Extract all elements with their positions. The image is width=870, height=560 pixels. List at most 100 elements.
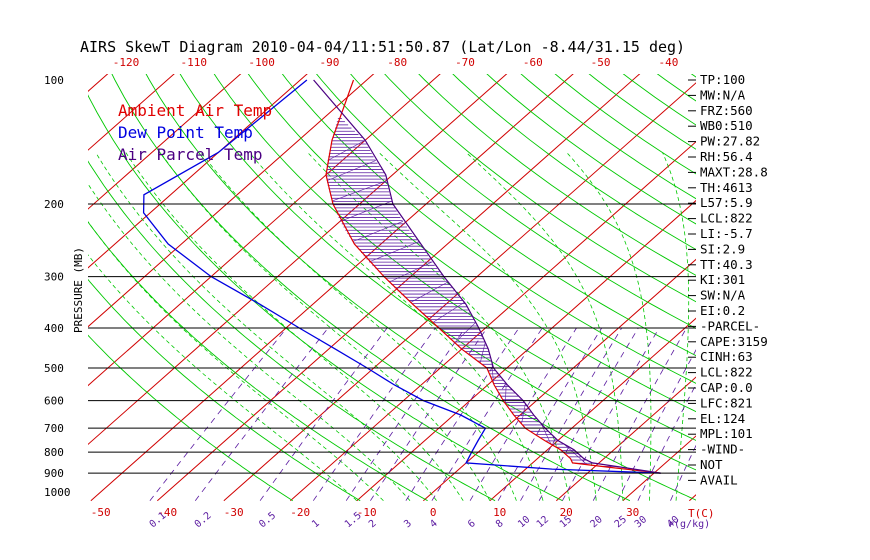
- chart-title: AIRS SkewT Diagram 2010-04-04/11:51:50.8…: [80, 38, 685, 56]
- stat-item: AVAIL: [700, 472, 738, 487]
- isotherm-line: [290, 141, 696, 502]
- moist-adiabat-line: [248, 152, 544, 501]
- dry-adiabat-line: [740, 61, 870, 501]
- temp-tick-top: -110: [181, 56, 208, 69]
- stat-item: EL:124: [700, 411, 745, 426]
- series-line-ambient-air-temp: [325, 79, 661, 474]
- pressure-tick-label: 1000: [44, 486, 71, 499]
- dry-adiabat-line: [111, 74, 631, 502]
- stat-item: LFC:821: [700, 395, 753, 410]
- isotherm-line: [88, 74, 308, 269]
- cape-hatch-diagonal: [521, 403, 526, 425]
- temp-tick-top: -50: [591, 56, 611, 69]
- temp-tick-bottom: -10: [357, 506, 377, 519]
- stat-item: LCL:822: [700, 365, 753, 380]
- pressure-tick-label: 800: [44, 446, 64, 459]
- stat-item: -WIND-: [700, 442, 745, 457]
- stat-item: NOT: [700, 457, 723, 472]
- mixing-ratio-line: [520, 327, 623, 501]
- isotherm-line: [223, 82, 696, 502]
- mixing-ratio-line: [194, 327, 329, 501]
- dry-adiabat-line: [88, 278, 361, 502]
- pressure-tick-label: 400: [44, 322, 64, 335]
- dry-adiabat-line: [88, 160, 496, 502]
- temp-tick-bottom: -20: [290, 506, 310, 519]
- legend-ambient-air-temp: Ambient Air Temp: [118, 101, 272, 120]
- stat-item: MW:N/A: [700, 87, 746, 102]
- temp-tick-bottom: 0: [430, 506, 437, 519]
- dry-adiabat-line: [774, 61, 870, 501]
- isotherm-line: [556, 376, 696, 502]
- stat-item: RH:56.4: [700, 149, 753, 164]
- stat-item: TP:100: [700, 72, 745, 87]
- dry-adiabat-line: [384, 74, 696, 303]
- stat-item: MAXT:28.8: [700, 164, 768, 179]
- dry-adiabat-line: [807, 61, 870, 501]
- temp-tick-top: -40: [658, 56, 678, 69]
- dry-adiabat-line: [350, 74, 696, 329]
- stat-item: MPL:101: [700, 426, 753, 441]
- stat-item: KI:301: [700, 272, 745, 287]
- cape-hatch-diagonal: [352, 221, 404, 242]
- series-line-air-parcel-temp: [313, 79, 661, 474]
- mixing-ratio-label: 8: [494, 518, 506, 530]
- cape-hatch-diagonal: [331, 180, 387, 202]
- temp-tick-bottom: -30: [224, 506, 244, 519]
- mixing-ratio-line: [562, 327, 660, 501]
- temp-tick-top: -120: [113, 56, 140, 69]
- mixing-ratio-line: [370, 327, 488, 501]
- stat-item: WB0:510: [700, 118, 753, 133]
- stat-item: PW:27.82: [700, 134, 760, 149]
- mixing-ratio-line: [431, 327, 543, 501]
- stat-item: TH:4613: [700, 180, 753, 195]
- cape-hatch-diagonal: [454, 322, 476, 344]
- isotherm-line: [756, 61, 870, 501]
- pressure-tick-label: 500: [44, 362, 64, 375]
- stat-item: SI:2.9: [700, 241, 745, 256]
- temp-tick-bottom: -40: [157, 506, 177, 519]
- mixing-ratio-line: [497, 327, 603, 501]
- cape-hatch-diagonal: [491, 363, 494, 384]
- isotherm-line: [423, 258, 696, 502]
- temp-tick-top: -80: [387, 56, 407, 69]
- mixing-ratio-line: [259, 327, 388, 501]
- legend: Ambient Air Temp Dew Point Temp Air Parc…: [118, 101, 272, 164]
- mixing-ratio-unit-label: r(g/kg): [668, 519, 710, 530]
- mixing-ratio-line: [149, 327, 287, 501]
- mixing-ratio-line: [312, 327, 436, 501]
- x-axis-unit-label: T(C): [688, 507, 715, 520]
- isotherm-line: [90, 74, 574, 502]
- mixing-ratio-line: [405, 327, 520, 501]
- mixing-ratio-line: [538, 327, 639, 501]
- sounding-stats-panel: TP:100MW:N/AFRZ:560WB0:510PW:27.82RH:56.…: [688, 72, 768, 487]
- moist-adiabat-line: [466, 152, 624, 501]
- mixing-ratio-label: 20: [588, 514, 604, 530]
- mixing-ratio-line: [592, 327, 687, 501]
- mixing-ratio-label: 12: [535, 514, 551, 530]
- isotherm-line: [822, 61, 870, 501]
- temp-tick-top: -60: [523, 56, 543, 69]
- pressure-tick-label: 900: [44, 467, 64, 480]
- temp-tick-top: -90: [319, 56, 339, 69]
- stat-item: -PARCEL-: [700, 318, 760, 333]
- legend-air-parcel-temp: Air Parcel Temp: [118, 145, 263, 164]
- dry-adiabat-line: [840, 61, 870, 501]
- dry-adiabat-line: [88, 334, 293, 502]
- stat-item: CINH:63: [700, 349, 753, 364]
- mixing-ratio-label: 10: [516, 514, 532, 530]
- moist-adiabat-line: [662, 152, 690, 501]
- stat-item: L57:5.9: [700, 195, 753, 210]
- dry-adiabat-line: [281, 74, 696, 384]
- isotherm-line: [356, 199, 696, 502]
- pressure-tick-label: 700: [44, 422, 64, 435]
- mixing-ratio-label: 1: [310, 518, 322, 530]
- cape-hatch-diagonal: [410, 281, 448, 303]
- mixing-ratio-label: 2: [367, 518, 379, 530]
- cape-hatch-diagonal: [564, 444, 588, 465]
- isotherm-line: [489, 317, 696, 502]
- dry-adiabat-line: [452, 74, 696, 251]
- pressure-tick-label: 100: [44, 74, 64, 87]
- dry-adiabat-line: [418, 74, 696, 276]
- stat-item: LI:-5.7: [700, 226, 753, 241]
- cape-hatch-diagonal: [432, 302, 465, 323]
